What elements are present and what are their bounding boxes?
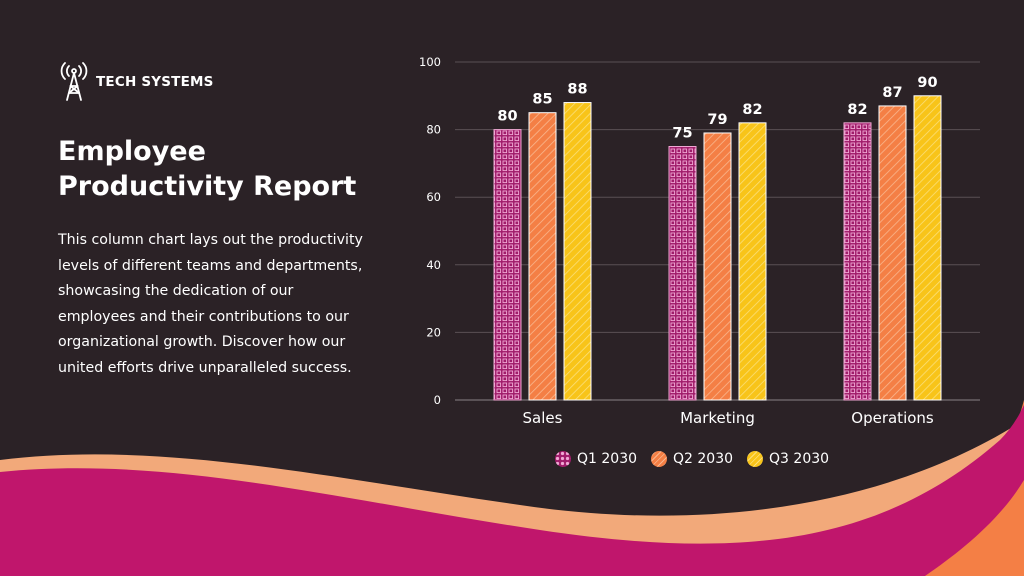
brand-name: TECH SYSTEMS <box>96 74 214 90</box>
data-label: 82 <box>847 102 867 118</box>
legend-swatch-q1 <box>555 451 571 467</box>
bar-operations-q2[interactable] <box>878 105 907 401</box>
data-label: 75 <box>672 126 692 142</box>
legend-item-q1[interactable]: Q1 2030 <box>555 451 637 467</box>
bar-operations-q1[interactable] <box>843 122 872 401</box>
legend-item-q3[interactable]: Q3 2030 <box>747 451 829 467</box>
bar-sales-q3[interactable] <box>563 102 592 401</box>
legend-swatch-q2 <box>651 451 668 467</box>
data-label: 88 <box>567 82 587 98</box>
column-chart: 0 20 40 60 80 100 80 85 88 75 79 82 82 87 90 Sales Mar… <box>419 55 980 427</box>
chart-legend: Q1 2030 Q2 2030 Q3 2030 <box>555 449 843 469</box>
x-tick-label: Sales <box>523 409 563 427</box>
data-label: 80 <box>497 109 517 125</box>
legend-label-q2: Q2 2030 <box>673 451 734 467</box>
data-label: 82 <box>742 102 762 118</box>
legend-label-q1: Q1 2030 <box>577 451 638 467</box>
wave-magenta <box>0 405 1024 576</box>
bar-marketing-q3[interactable] <box>738 122 767 401</box>
y-tick-label: 100 <box>419 55 441 69</box>
y-tick-label: 40 <box>426 258 441 272</box>
data-label: 90 <box>917 75 937 91</box>
y-tick-label: 20 <box>426 325 441 339</box>
brand: TECH SYSTEMS <box>58 62 214 102</box>
legend-swatch-q3 <box>747 451 764 467</box>
x-tick-label: Operations <box>851 409 934 427</box>
page-title: Employee Productivity Report <box>58 136 357 202</box>
radio-tower-icon <box>60 62 88 101</box>
bar-marketing-q2[interactable] <box>703 132 732 401</box>
bar-sales-q2[interactable] <box>528 112 557 401</box>
x-tick-label: Marketing <box>680 409 755 427</box>
data-label: 85 <box>532 92 552 108</box>
data-label: 79 <box>707 112 727 128</box>
y-axis-ticks: 0 20 40 60 80 100 <box>419 55 441 407</box>
legend-label-q3: Q3 2030 <box>769 451 830 467</box>
bar-operations-q3[interactable] <box>913 95 942 401</box>
x-axis-ticks: Sales Marketing Operations <box>523 409 934 427</box>
data-labels: 80 85 88 75 79 82 82 87 90 <box>497 75 937 142</box>
bar-marketing-q1[interactable] <box>668 146 697 401</box>
bars <box>493 95 942 401</box>
data-label: 87 <box>882 85 902 101</box>
y-tick-label: 80 <box>426 123 441 137</box>
chart-description: This column chart lays out the productiv… <box>58 232 363 376</box>
y-tick-label: 0 <box>434 393 441 407</box>
wave-orange <box>920 400 1024 576</box>
legend-item-q2[interactable]: Q2 2030 <box>651 451 733 467</box>
bar-sales-q1[interactable] <box>493 129 522 401</box>
y-tick-label: 60 <box>426 190 441 204</box>
